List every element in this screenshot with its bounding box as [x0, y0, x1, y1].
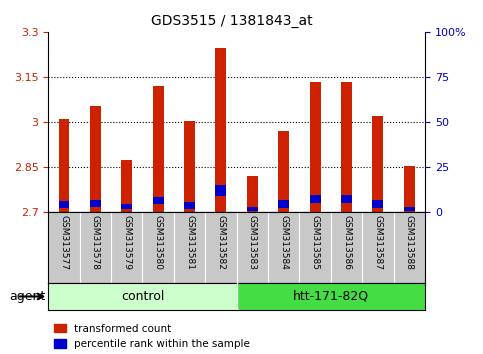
Bar [184, 209, 195, 212]
Text: GSM313585: GSM313585 [311, 215, 320, 269]
Bar [341, 203, 352, 212]
Bar [310, 203, 321, 212]
Text: GSM313588: GSM313588 [405, 215, 414, 269]
Bar [121, 210, 132, 212]
Text: GSM313584: GSM313584 [279, 215, 288, 269]
Bar [121, 204, 132, 209]
Bar [247, 211, 258, 212]
Bar [404, 166, 415, 207]
Bar [372, 207, 384, 212]
Text: GSM313580: GSM313580 [154, 215, 163, 269]
Text: agent: agent [10, 290, 46, 303]
Bar [58, 201, 70, 208]
Text: GSM313579: GSM313579 [122, 215, 131, 269]
Bar [153, 86, 164, 197]
Bar [215, 185, 227, 196]
Bar [90, 207, 101, 212]
Text: GSM313577: GSM313577 [59, 215, 69, 269]
Bar [310, 195, 321, 203]
Bar [372, 116, 384, 200]
Text: control: control [121, 290, 164, 303]
Bar [341, 81, 352, 195]
Text: GSM313578: GSM313578 [91, 215, 100, 269]
Bar [215, 196, 227, 212]
Bar [121, 160, 132, 204]
Bar [341, 195, 352, 203]
Bar [278, 131, 289, 200]
Bar [404, 211, 415, 212]
Bar [58, 208, 70, 212]
Bar [90, 105, 101, 200]
Legend: transformed count, percentile rank within the sample: transformed count, percentile rank withi… [54, 324, 250, 349]
Bar [310, 81, 321, 195]
Bar [247, 207, 258, 211]
Text: GDS3515 / 1381843_at: GDS3515 / 1381843_at [151, 14, 313, 28]
Bar [372, 200, 384, 207]
Bar [215, 48, 227, 185]
Bar [237, 283, 425, 310]
Text: htt-171-82Q: htt-171-82Q [293, 290, 369, 303]
Bar [184, 121, 195, 202]
Text: GSM313582: GSM313582 [216, 215, 226, 269]
Text: GSM313583: GSM313583 [248, 215, 257, 269]
Bar [153, 204, 164, 212]
Bar [153, 197, 164, 204]
Text: GSM313581: GSM313581 [185, 215, 194, 269]
Bar [48, 283, 237, 310]
Bar [184, 202, 195, 209]
Bar [247, 176, 258, 207]
Text: GSM313587: GSM313587 [373, 215, 383, 269]
Text: GSM313586: GSM313586 [342, 215, 351, 269]
Bar [278, 200, 289, 207]
Bar [404, 207, 415, 211]
Bar [90, 200, 101, 207]
Bar [58, 119, 70, 201]
Bar [278, 207, 289, 212]
